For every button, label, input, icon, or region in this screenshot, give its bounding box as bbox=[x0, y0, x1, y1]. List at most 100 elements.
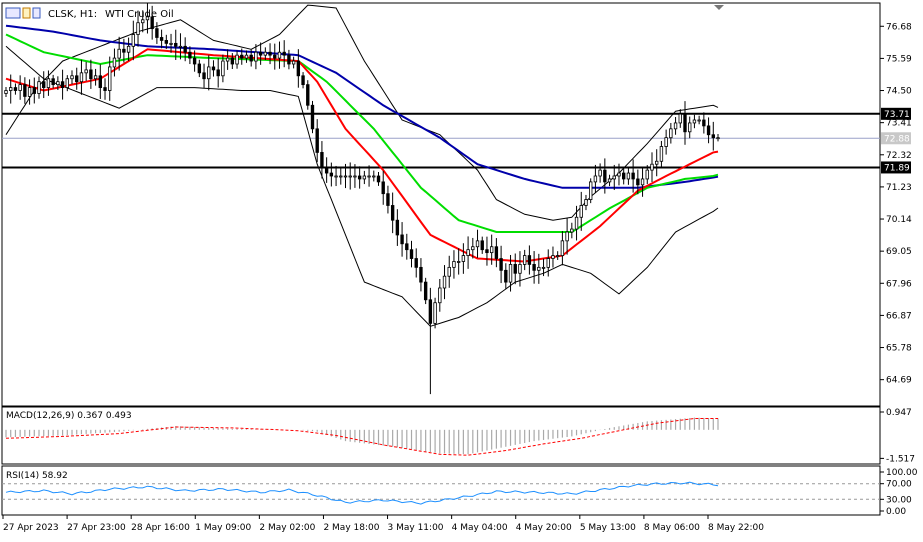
macd-axis-label: -1.517 bbox=[886, 454, 915, 464]
candle-body bbox=[452, 261, 456, 268]
candle-body bbox=[273, 54, 277, 59]
candle-body bbox=[555, 255, 560, 257]
candle-body bbox=[235, 54, 239, 65]
candle-body bbox=[409, 249, 414, 259]
price-axis-label: 75.59 bbox=[886, 54, 912, 64]
candle-body bbox=[263, 51, 268, 56]
candle-body bbox=[362, 175, 367, 180]
candle-body bbox=[702, 119, 706, 127]
candle-body bbox=[697, 119, 701, 122]
candle-body bbox=[287, 54, 291, 65]
candle-body bbox=[414, 258, 418, 268]
candle-body bbox=[499, 258, 503, 271]
panel-icon[interactable] bbox=[32, 7, 41, 19]
candle-body bbox=[485, 249, 489, 254]
candle-body bbox=[442, 275, 447, 289]
candle-body bbox=[551, 255, 555, 259]
candle-body bbox=[456, 261, 461, 263]
candle-body bbox=[324, 166, 329, 174]
candle-body bbox=[301, 75, 305, 86]
candle-body bbox=[46, 78, 51, 88]
candle-body bbox=[211, 66, 216, 71]
candle-body bbox=[122, 48, 126, 53]
candle-body bbox=[18, 84, 22, 91]
window-icon[interactable] bbox=[5, 7, 21, 19]
bollinger-lower-line bbox=[5, 45, 719, 327]
candle-body bbox=[23, 84, 27, 97]
rsi-layer bbox=[2, 481, 880, 505]
rsi-line bbox=[5, 481, 719, 505]
rsi-panel[interactable] bbox=[1, 465, 881, 516]
candle-body bbox=[254, 51, 258, 62]
candle-body bbox=[475, 240, 480, 248]
candle-body bbox=[4, 90, 8, 94]
candle-body bbox=[400, 234, 404, 245]
candle-body bbox=[150, 16, 154, 30]
candle-body bbox=[244, 54, 249, 59]
candle-body bbox=[89, 69, 93, 80]
candle-body bbox=[174, 42, 178, 47]
candle-body bbox=[527, 255, 532, 265]
candle-body bbox=[565, 231, 569, 242]
candle-body bbox=[381, 181, 385, 195]
price-level-tag bbox=[881, 107, 911, 120]
price-panel[interactable] bbox=[1, 2, 881, 408]
price-axis-label: 74.50 bbox=[886, 87, 912, 97]
price-level-tag bbox=[881, 161, 911, 174]
candle-body bbox=[570, 228, 574, 233]
macd-panel[interactable] bbox=[1, 405, 881, 465]
candle-body bbox=[155, 28, 159, 38]
candle-body bbox=[636, 178, 640, 186]
price-layer bbox=[2, 3, 880, 395]
price-axis-label: 73.41 bbox=[886, 119, 912, 129]
candle-body bbox=[42, 81, 46, 88]
candle-body bbox=[357, 175, 362, 180]
candle-body bbox=[664, 137, 668, 147]
candle-body bbox=[310, 104, 315, 130]
candle-body bbox=[188, 51, 192, 59]
ma-fast-line bbox=[5, 48, 719, 263]
candle-body bbox=[9, 87, 13, 91]
candle-body bbox=[296, 60, 301, 77]
candle-body bbox=[183, 45, 187, 53]
candle-body bbox=[79, 72, 84, 83]
instrument-description: WTI Crude Oil bbox=[105, 9, 174, 20]
candle-body bbox=[37, 81, 41, 94]
candle-body bbox=[669, 128, 673, 139]
candle-body bbox=[395, 219, 400, 236]
candle-body bbox=[522, 255, 527, 265]
candle-body bbox=[343, 175, 348, 178]
time-axis-label: 2 May 18:00 bbox=[323, 523, 379, 533]
candle-body bbox=[268, 51, 272, 56]
time-axis-label: 27 Apr 2023 bbox=[3, 523, 59, 533]
candle-body bbox=[598, 169, 602, 177]
candle-body bbox=[471, 246, 475, 251]
candle-body bbox=[489, 246, 494, 254]
candle-body bbox=[447, 266, 451, 277]
candle-body bbox=[508, 264, 513, 283]
candle-body bbox=[329, 172, 334, 177]
candle-body bbox=[258, 51, 263, 56]
candle-body bbox=[56, 81, 60, 86]
candle-body bbox=[419, 266, 423, 283]
rsi-axis-label: 0.00 bbox=[886, 507, 906, 517]
price-axis-label: 71.23 bbox=[886, 183, 912, 193]
candle-body bbox=[466, 249, 470, 256]
shift-marker-icon[interactable] bbox=[714, 5, 724, 10]
time-axis-label: 3 May 11:00 bbox=[388, 523, 444, 533]
axis-layer: 76.68 75.59 74.50 73.41 72.32 71.23 70.14 69.05… bbox=[2, 22, 918, 533]
candle-body bbox=[103, 87, 107, 91]
candle-body bbox=[65, 78, 69, 88]
trade-icon[interactable] bbox=[22, 7, 31, 19]
candle-body bbox=[159, 37, 164, 41]
candle-body bbox=[584, 199, 588, 206]
candle-body bbox=[13, 87, 18, 91]
candle-body bbox=[202, 72, 206, 80]
candle-body bbox=[348, 175, 352, 178]
candle-body bbox=[221, 60, 225, 77]
candle-body bbox=[27, 87, 32, 97]
candle-body bbox=[683, 113, 687, 133]
candle-body bbox=[405, 243, 409, 251]
